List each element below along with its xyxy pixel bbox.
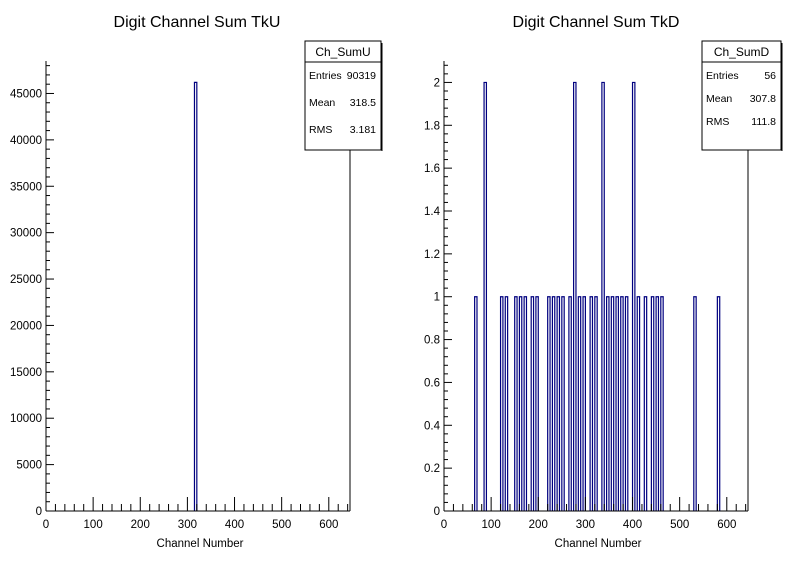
histogram-bin xyxy=(514,296,518,511)
histogram-bars xyxy=(474,81,721,511)
y-tick-label: 35000 xyxy=(10,181,42,193)
histogram-bin xyxy=(631,81,636,511)
y-tick-label: 0.6 xyxy=(424,377,440,389)
x-axis-label: Channel Number xyxy=(555,538,642,550)
chart-panel-2: Digit Channel Sum TkD 0 100 200 300 400 500 600… xyxy=(424,14,783,550)
histogram-bin xyxy=(193,81,198,511)
stats-value: 3.181 xyxy=(350,124,376,136)
histogram-bin xyxy=(568,296,572,511)
chart-title: Digit Channel Sum TkU xyxy=(114,14,281,31)
histogram-bin xyxy=(474,296,478,511)
x-tick-label: 300 xyxy=(178,519,197,531)
x-tick-label: 500 xyxy=(272,519,291,531)
histogram-bin xyxy=(655,296,660,511)
histogram-bin xyxy=(530,296,535,511)
x-tick-label: 400 xyxy=(225,519,244,531)
x-tick-label: 0 xyxy=(43,519,49,531)
y-tick-label: 0.2 xyxy=(424,463,440,475)
x-tick-label: 500 xyxy=(670,519,689,531)
stats-box: Ch_SumD Entries 56 Mean 307.8 RMS 111.8 xyxy=(701,40,783,151)
x-tick-label: 100 xyxy=(482,519,501,531)
x-tick-label: 0 xyxy=(441,519,447,531)
histogram-bin xyxy=(693,296,697,511)
chart-panel-1: Digit Channel Sum TkU 0 100 200 300 400 500 600… xyxy=(10,14,383,550)
y-tick-label: 0.8 xyxy=(424,335,440,347)
y-tick-label: 45000 xyxy=(10,88,42,100)
y-tick-label: 1.8 xyxy=(424,120,440,132)
stats-value: 56 xyxy=(764,70,776,82)
stats-box-frame xyxy=(701,40,782,151)
x-axis-label: Channel Number xyxy=(157,538,244,550)
histogram-bin xyxy=(523,296,528,511)
y-tick-label: 2 xyxy=(434,77,440,89)
y-tick-label: 5000 xyxy=(16,460,42,472)
y-tick-label: 15000 xyxy=(10,367,42,379)
histogram-bin xyxy=(650,296,655,511)
stats-label: RMS xyxy=(706,116,729,128)
stats-label: Entries xyxy=(706,70,739,82)
histogram-bin xyxy=(601,81,605,511)
stats-box-title: Ch_SumD xyxy=(714,45,770,59)
histogram-bin xyxy=(483,81,488,511)
x-tick-label: 100 xyxy=(84,519,103,531)
x-tick-label: 600 xyxy=(717,519,736,531)
y-tick-label: 40000 xyxy=(10,135,42,147)
stats-value: 90319 xyxy=(347,70,376,82)
y-tick-label: 1.4 xyxy=(424,206,441,218)
stats-label: Mean xyxy=(706,93,732,105)
histogram-bin xyxy=(624,296,629,511)
histogram-bin xyxy=(620,296,624,511)
histogram-bin xyxy=(547,296,551,511)
x-tick-label: 200 xyxy=(131,519,150,531)
histogram-bin xyxy=(716,296,721,511)
y-tick-label: 20000 xyxy=(10,320,42,332)
histogram-bin xyxy=(636,296,641,511)
stats-value: 111.8 xyxy=(751,116,776,128)
histogram-bin xyxy=(499,296,504,511)
y-tick-label: 25000 xyxy=(10,274,42,286)
histogram-bin xyxy=(615,296,619,511)
stats-value: 318.5 xyxy=(350,97,376,109)
stats-value: 307.8 xyxy=(750,93,776,105)
y-tick-label: 0 xyxy=(434,506,440,518)
y-tick-label: 10000 xyxy=(10,413,42,425)
x-tick-label: 200 xyxy=(529,519,548,531)
stats-label: Entries xyxy=(309,70,342,82)
histogram-bin xyxy=(518,296,523,511)
x-tick-label: 300 xyxy=(576,519,595,531)
histogram-bin xyxy=(573,81,577,511)
x-tick-label: 600 xyxy=(319,519,338,531)
histogram-bin xyxy=(643,296,648,511)
stats-box: Ch_SumU Entries 90319 Mean 318.5 RMS 3.181 xyxy=(304,40,383,151)
histogram-bin xyxy=(556,296,561,511)
stats-label: Mean xyxy=(309,97,335,109)
chart-title: Digit Channel Sum TkD xyxy=(513,14,680,31)
stats-label: RMS xyxy=(309,124,332,136)
y-tick-label: 0 xyxy=(36,506,42,518)
stats-box-frame xyxy=(304,40,382,151)
histogram-bars xyxy=(193,81,198,511)
y-tick-label: 0.4 xyxy=(424,420,441,432)
histogram-bin xyxy=(577,296,582,511)
histogram-bin xyxy=(504,296,509,511)
y-tick-label: 30000 xyxy=(10,228,42,240)
y-tick-label: 1.2 xyxy=(424,249,440,261)
histogram-bin xyxy=(660,296,664,511)
histogram-bin xyxy=(610,296,615,511)
histogram-bin xyxy=(589,296,594,511)
histogram-bin xyxy=(594,296,598,511)
y-tick-label: 1 xyxy=(434,292,440,304)
histogram-bin xyxy=(561,296,565,511)
histogram-bin xyxy=(535,296,539,511)
histogram-bin xyxy=(551,296,556,511)
histogram-bin xyxy=(606,296,610,511)
histogram-bin xyxy=(582,296,586,511)
stats-box-title: Ch_SumU xyxy=(315,45,370,59)
x-tick-label: 400 xyxy=(623,519,642,531)
y-tick-label: 1.6 xyxy=(424,163,440,175)
